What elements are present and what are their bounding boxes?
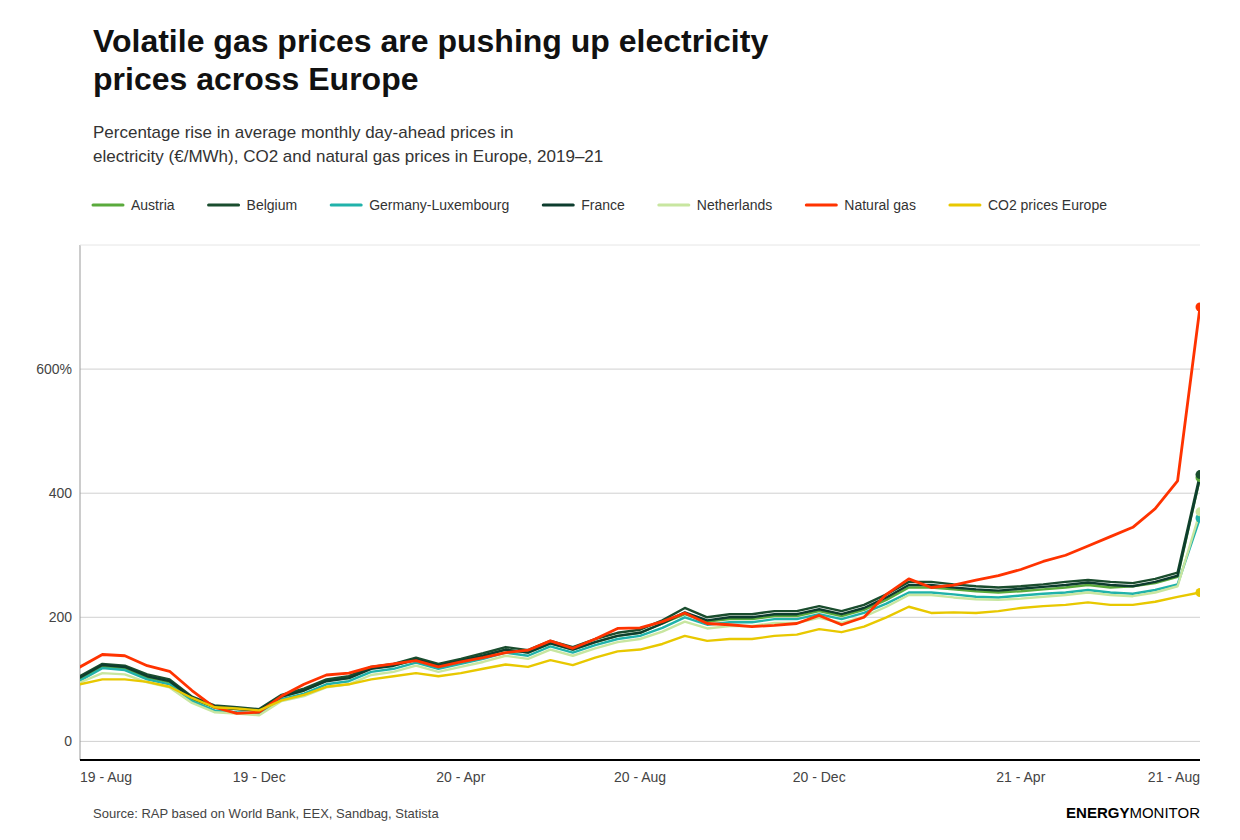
legend: Austria Belgium Germany-Luxembourg France Ne…	[93, 197, 1107, 213]
x-tick-label: 21 - Apr	[996, 769, 1045, 785]
legend-label: Germany-Luxembourg	[369, 197, 509, 213]
legend-swatch	[806, 204, 836, 207]
plot-frame-top	[80, 245, 1200, 246]
annotation: ENERGY	[1066, 804, 1129, 821]
legend-swatch	[209, 204, 239, 207]
x-tick-label: 20 - Aug	[614, 769, 666, 785]
annotation: MONITOR	[1129, 804, 1200, 821]
legend-swatch	[950, 204, 980, 207]
source: Source: RAP based on World Bank, EEX, Sa…	[93, 806, 439, 821]
end-point	[1196, 588, 1201, 597]
series-line	[80, 518, 1200, 713]
grid-line	[80, 617, 1200, 618]
legend-item: Austria	[93, 197, 175, 213]
series-line	[80, 512, 1200, 716]
y-axis: 0 200 400 600%	[36, 361, 1200, 749]
legend-label: CO2 prices Europe	[988, 197, 1107, 213]
legend-item: Belgium	[209, 197, 298, 213]
legend-label: France	[581, 197, 625, 213]
series-line	[80, 592, 1200, 710]
chart: Volatile gas prices are pushing up elect…	[0, 0, 1240, 840]
subtitle: Percentage rise in average monthly day-a…	[93, 123, 603, 166]
y-tick-label: 600%	[36, 361, 72, 377]
legend-item: Natural gas	[806, 197, 916, 213]
x-axis: 19 - Aug 19 - Dec 20 - Apr 20 - Aug 20 - Dec…	[80, 769, 1200, 785]
x-tick-label: 20 - Apr	[436, 769, 485, 785]
y-tick-label: 400	[49, 485, 73, 501]
y-tick-label: 200	[49, 609, 73, 625]
y-tick-label: 0	[64, 733, 72, 749]
title-line: Volatile gas prices are pushing up elect…	[93, 23, 768, 59]
legend-swatch	[93, 204, 123, 207]
legend-label: Natural gas	[844, 197, 916, 213]
subtitle-line: Percentage rise in average monthly day-a…	[93, 123, 514, 142]
x-tick-label: 20 - Dec	[793, 769, 846, 785]
grid-line	[80, 493, 1200, 494]
legend-item: CO2 prices Europe	[950, 197, 1107, 213]
legend-swatch	[543, 204, 573, 207]
legend-label: Netherlands	[697, 197, 773, 213]
legend-item: Germany-Luxembourg	[331, 197, 509, 213]
x-axis-line	[80, 759, 1200, 761]
legend-label: Belgium	[247, 197, 298, 213]
brand: ENERGYMONITOR	[1066, 804, 1200, 821]
end-point	[1196, 507, 1201, 516]
subtitle-line: electricity (€/MWh), CO2 and natural gas…	[93, 147, 603, 166]
x-tick-label: 19 - Aug	[80, 769, 132, 785]
legend-item: France	[543, 197, 625, 213]
title-line: prices across Europe	[93, 61, 418, 97]
plot-area	[80, 303, 1200, 716]
end-point	[1196, 470, 1201, 479]
title: Volatile gas prices are pushing up elect…	[93, 23, 768, 97]
legend-swatch	[659, 204, 689, 207]
legend-item: Netherlands	[659, 197, 773, 213]
legend-swatch	[331, 204, 361, 207]
series-line	[80, 475, 1200, 710]
grid-line	[80, 741, 1200, 742]
legend-label: Austria	[131, 197, 175, 213]
x-tick-label: 19 - Dec	[233, 769, 286, 785]
end-point	[1196, 303, 1201, 312]
x-tick-label: 21 - Aug	[1148, 769, 1200, 785]
grid-line	[80, 369, 1200, 370]
series-line	[80, 307, 1200, 713]
series-line	[80, 478, 1200, 711]
